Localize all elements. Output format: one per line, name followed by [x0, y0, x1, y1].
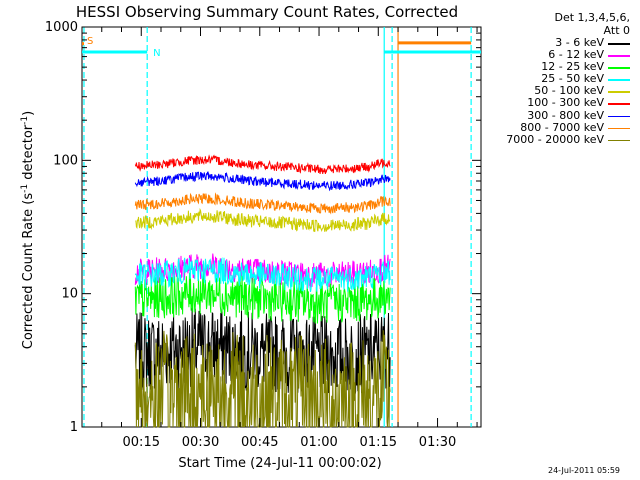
instrument-flags: SN	[82, 36, 481, 59]
legend-entry-label: 25 - 50 keV	[541, 72, 604, 86]
legend-entry: 6 - 12 keV	[484, 49, 634, 61]
y-axis-label-exponent-2: -1	[20, 116, 30, 125]
y-tick-label: 10	[61, 287, 78, 302]
legend-swatch	[608, 55, 630, 57]
y-axis-label-main: Corrected Count Rate (s	[21, 193, 36, 350]
data-series	[134, 154, 391, 428]
y-tick-label: 1000	[45, 20, 78, 35]
x-axis-ticks: 00:15 00:30 00:45 01:00 01:15 01:30	[101, 27, 478, 450]
vertical-markers	[83, 27, 472, 427]
legend-entry: 800 - 7000 keV	[484, 120, 634, 134]
series-line	[134, 330, 391, 428]
legend-header-attenuator: Att 0	[603, 24, 630, 37]
legend-entry-label: 100 - 300 keV	[527, 96, 604, 110]
legend-swatch	[608, 115, 630, 118]
legend-entry: 25 - 50 keV	[484, 73, 634, 85]
y-axis-label: Corrected Count Rate (s-1 detector-1)	[20, 111, 36, 349]
legend-swatch	[608, 67, 630, 69]
legend-swatch	[608, 43, 630, 45]
y-axis-label-close: )	[21, 111, 36, 116]
series-line	[134, 257, 391, 292]
legend-entry-label: 7000 - 20000 keV	[506, 132, 604, 146]
legend-entry-label: 300 - 800 keV	[527, 108, 604, 122]
legend-entry: 7000 - 20000 keV	[484, 132, 634, 146]
series-line	[134, 192, 391, 215]
legend-entry: 3 - 6 keV	[484, 37, 634, 49]
series-line	[134, 307, 391, 395]
legend-swatch	[608, 79, 630, 81]
legend-entries: 3 - 6 keV 6 - 12 keV 12 - 25 keV 25 - 50 ke…	[484, 37, 634, 146]
legend-entry: 50 - 100 keV	[484, 85, 634, 97]
y-tick-label: 1	[70, 420, 78, 435]
x-tick-label: 01:30	[419, 435, 456, 450]
legend-swatch	[608, 91, 630, 93]
legend-swatch	[608, 127, 630, 130]
legend-header-detectors: Det 1,3,4,5,6,	[554, 11, 630, 24]
y-axis-label-exponent-1: -1	[20, 184, 30, 193]
plot-frame	[81, 26, 482, 428]
legend-entry-label: 12 - 25 keV	[541, 60, 604, 74]
legend-swatch	[608, 139, 630, 142]
y-tick-label: 100	[53, 153, 78, 168]
legend-entry: 300 - 800 keV	[484, 108, 634, 122]
y-axis-ticks: 1 10 100 1000	[45, 20, 481, 435]
legend-entry: 100 - 300 keV	[484, 97, 634, 109]
chart-title: HESSI Observing Summary Count Rates, Cor…	[76, 3, 458, 21]
footer-timestamp: 24-Jul-2011 05:59	[548, 466, 621, 475]
x-tick-label: 00:15	[123, 435, 160, 450]
x-tick-label: 01:15	[360, 435, 397, 450]
legend-entry-label: 3 - 6 keV	[555, 36, 604, 49]
legend-entry-label: 800 - 7000 keV	[520, 120, 604, 134]
x-tick-label: 00:30	[182, 435, 219, 450]
legend: Det 1,3,4,5,6, Att 0 3 - 6 keV 6 - 12 keV…	[484, 11, 634, 146]
flag-label: N	[153, 48, 160, 59]
x-tick-label: 01:00	[300, 435, 337, 450]
x-tick-label: 00:45	[241, 435, 278, 450]
flag-label: S	[87, 36, 93, 47]
series-line	[135, 207, 391, 233]
legend-swatch	[608, 103, 630, 105]
legend-entry: 12 - 25 keV	[484, 61, 634, 73]
series-line	[134, 154, 391, 175]
y-axis-label-detector: detector	[21, 124, 36, 184]
legend-entry-label: 6 - 12 keV	[548, 48, 604, 62]
x-axis-label: Start Time (24-Jul-11 00:00:02)	[178, 456, 381, 471]
series-line	[134, 171, 391, 192]
legend-entry-label: 50 - 100 keV	[534, 84, 604, 98]
